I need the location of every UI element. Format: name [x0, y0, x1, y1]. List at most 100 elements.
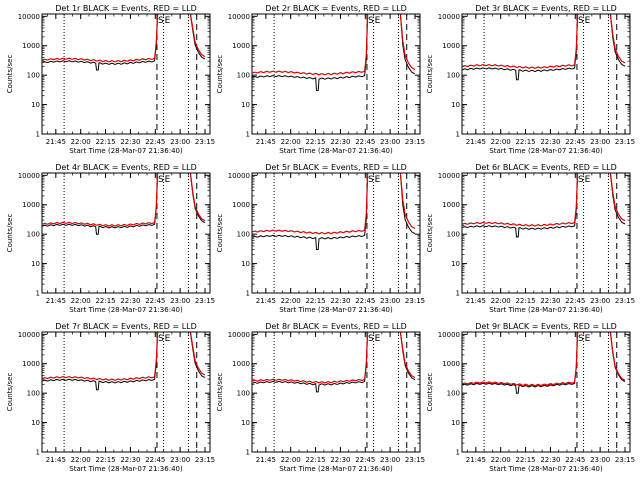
y-tick-label: 1	[36, 449, 40, 457]
chart-panel: Det 5r BLACK = Events, RED = LLD Counts/s…	[216, 163, 425, 314]
chart-panel: Det 3r BLACK = Events, RED = LLD Counts/s…	[426, 4, 635, 155]
y-tick-label: 10000	[438, 331, 460, 339]
x-tick-label: 22:15	[305, 456, 325, 464]
series-events-tail	[399, 13, 416, 75]
x-tick-label: 22:30	[120, 297, 140, 305]
y-tick-label: 10	[451, 101, 460, 109]
x-tick-label: 22:30	[330, 138, 350, 146]
x-tick-label: 21:45	[466, 138, 486, 146]
x-tick-label: 22:15	[515, 456, 535, 464]
y-tick-label: 1000	[22, 360, 40, 368]
y-tick-label: 1	[246, 449, 250, 457]
series-lld-tail	[609, 172, 626, 222]
y-tick-label: 100	[237, 72, 250, 80]
y-tick-label: 1000	[232, 42, 250, 50]
y-tick-label: 1000	[22, 201, 40, 209]
x-tick-label: 23:00	[590, 138, 610, 146]
y-axis-label: Counts/sec	[426, 373, 434, 412]
series-lld-line	[252, 13, 369, 76]
x-tick-label: 22:00	[71, 138, 91, 146]
marker-label: S	[578, 334, 584, 344]
x-axis-label: Start Time (28-Mar-07 21:36:40)	[279, 465, 393, 473]
x-tick-label: 22:15	[515, 297, 535, 305]
x-axis-label: Start Time (28-Mar-07 21:36:40)	[489, 465, 603, 473]
y-tick-label: 100	[237, 231, 250, 239]
x-tick-label: 21:45	[46, 138, 66, 146]
y-tick-label: 1000	[232, 360, 250, 368]
series-events-tail	[609, 331, 626, 383]
panel-title: Det 7r BLACK = Events, RED = LLD	[55, 322, 197, 331]
y-tick-label: 1000	[442, 42, 460, 50]
plot-frame	[251, 331, 421, 453]
x-tick-label: 23:00	[380, 138, 400, 146]
y-tick-label: 10	[241, 260, 250, 268]
series-events-line	[42, 172, 159, 235]
marker-label: E	[165, 16, 171, 26]
y-tick-label: 10000	[18, 331, 40, 339]
x-tick-label: 22:00	[281, 138, 301, 146]
x-tick-label: 22:15	[305, 297, 325, 305]
plot-frame	[251, 172, 421, 294]
x-tick-label: 21:45	[256, 138, 276, 146]
x-tick-label: 22:30	[120, 456, 140, 464]
marker-label: E	[585, 16, 591, 26]
marker-label: E	[165, 175, 171, 185]
chart-panel: Det 8r BLACK = Events, RED = LLD Counts/s…	[216, 322, 425, 473]
x-tick-label: 23:15	[195, 297, 215, 305]
y-axis-label: Counts/sec	[6, 214, 14, 253]
y-axis-label: Counts/sec	[6, 55, 14, 94]
x-tick-label: 22:00	[491, 456, 511, 464]
x-tick-label: 22:00	[491, 297, 511, 305]
series-events-line	[462, 13, 579, 81]
y-tick-label: 1000	[232, 201, 250, 209]
y-tick-label: 10	[451, 419, 460, 427]
x-tick-label: 21:45	[46, 297, 66, 305]
y-tick-label: 10	[241, 419, 250, 427]
x-tick-label: 22:45	[145, 297, 165, 305]
y-tick-label: 10000	[438, 172, 460, 180]
y-tick-label: 100	[27, 390, 40, 398]
chart-panel: Det 4r BLACK = Events, RED = LLD Counts/s…	[6, 163, 215, 314]
x-tick-label: 21:45	[466, 297, 486, 305]
x-tick-label: 23:15	[405, 456, 425, 464]
x-tick-label: 22:45	[565, 297, 585, 305]
series-lld-tail	[609, 13, 626, 64]
y-tick-label: 100	[27, 72, 40, 80]
x-tick-label: 22:00	[281, 297, 301, 305]
x-tick-label: 21:45	[466, 456, 486, 464]
panel-title: Det 1r BLACK = Events, RED = LLD	[55, 4, 197, 13]
plot-frame	[461, 331, 631, 453]
series-events-line	[42, 331, 159, 391]
x-tick-label: 22:30	[120, 138, 140, 146]
y-tick-label: 10000	[18, 172, 40, 180]
y-tick-label: 100	[447, 231, 460, 239]
series-lld-tail	[609, 331, 626, 381]
series-lld-line	[252, 331, 369, 384]
chart-panel: Det 2r BLACK = Events, RED = LLD Counts/s…	[216, 4, 425, 155]
x-tick-label: 22:00	[71, 456, 91, 464]
panel-title: Det 5r BLACK = Events, RED = LLD	[265, 163, 407, 172]
x-tick-label: 22:15	[305, 138, 325, 146]
series-events-tail	[609, 13, 626, 67]
x-tick-label: 23:00	[590, 297, 610, 305]
marker-label: E	[165, 334, 171, 344]
x-tick-label: 23:15	[615, 138, 635, 146]
marker-label: E	[585, 175, 591, 185]
marker-label: E	[375, 334, 381, 344]
x-tick-label: 22:30	[540, 138, 560, 146]
panel-title: Det 8r BLACK = Events, RED = LLD	[265, 322, 407, 331]
x-tick-label: 22:00	[491, 138, 511, 146]
y-tick-label: 1000	[442, 201, 460, 209]
x-tick-label: 23:15	[195, 138, 215, 146]
series-events-line	[252, 13, 369, 91]
x-tick-label: 23:15	[195, 456, 215, 464]
x-tick-label: 22:30	[540, 456, 560, 464]
x-axis-label: Start Time (28-Mar-07 21:36:40)	[69, 306, 183, 314]
y-tick-label: 10	[241, 101, 250, 109]
chart-panel: Det 6r BLACK = Events, RED = LLD Counts/s…	[426, 163, 635, 314]
y-axis-label: Counts/sec	[6, 373, 14, 412]
plot-frame	[41, 172, 211, 294]
y-tick-label: 100	[237, 390, 250, 398]
series-events-tail	[189, 13, 206, 60]
x-tick-label: 23:15	[615, 456, 635, 464]
